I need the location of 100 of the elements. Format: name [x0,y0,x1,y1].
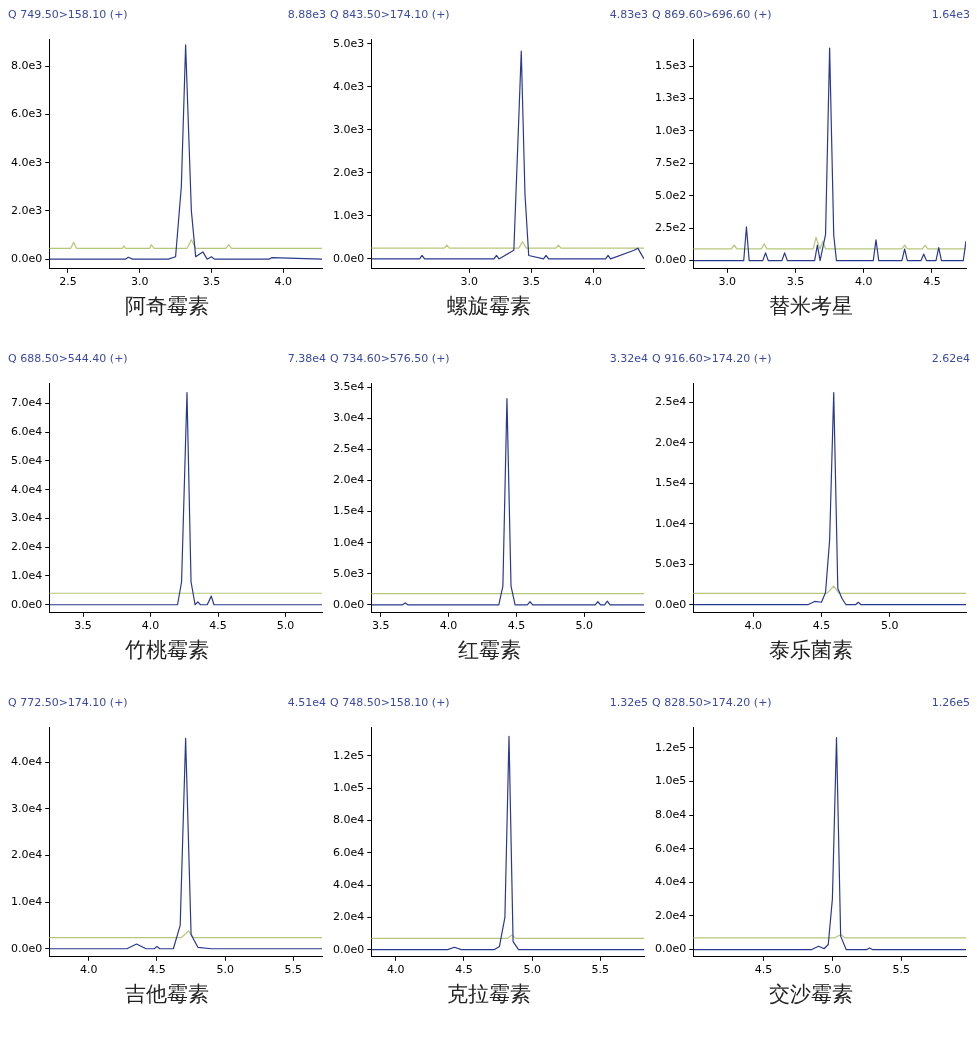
x-tick-label: 4.5 [209,619,227,633]
y-tick-label: 4.0e4 [10,754,43,768]
y-tick-label: 8.0e4 [332,813,365,827]
x-tick-label: 4.0 [854,275,873,289]
x-tick-label: 5.0 [575,619,594,633]
y-tick-label: 1.2e5 [332,748,365,762]
y-tick-label: 1.5e4 [654,476,687,490]
y-tick-label: 1.0e5 [332,780,365,794]
y-tick-label: 2.0e4 [332,473,365,487]
y-tick-label: 6.0e4 [332,845,365,859]
y-tick-label: 2.5e4 [654,395,687,409]
y-tick-label: 2.0e4 [654,908,687,922]
y-tick-label: 8.0e3 [10,59,43,72]
y-tick-label: 1.0e5 [654,774,687,788]
y-tick-label: 0.0e0 [654,253,687,267]
chart-title: Q 916.60>174.20 (+) [652,352,772,367]
y-tick-label: 7.5e2 [654,156,687,170]
x-axis-title: 交沙霉素 [768,981,854,1008]
x-axis-title: 螺旋霉素 [446,293,532,320]
x-tick-label: 3.0 [130,275,149,289]
y-tick-label: 1.5e4 [332,504,365,518]
y-tick-label: 0.0e0 [654,942,687,956]
y-tick-label: 3.0e3 [332,122,365,136]
x-tick-label: 4.0 [439,619,458,633]
chart-title: Q 843.50>174.10 (+) [330,8,450,23]
x-axis-title: 竹桃霉素 [124,637,210,664]
y-tick-label: 5.0e2 [654,188,687,202]
y-tick-label: 2.0e3 [10,203,43,217]
y-tick-label: 2.0e4 [10,848,43,862]
x-tick-label: 3.5 [372,619,390,633]
x-tick-label: 3.5 [202,275,221,289]
x-tick-label: 4.0 [387,963,405,977]
y-tick-label: 0.0e0 [332,597,365,611]
y-tick-label: 0.0e0 [654,597,687,611]
y-tick-label: 1.0e4 [332,535,365,549]
y-tick-label: 4.0e3 [10,155,43,169]
y-tick-label: 0.0e0 [10,252,43,266]
text: 2.62e4 [931,352,970,365]
x-tick-label: 4.0 [80,963,98,977]
text: 8.88e3 [287,8,326,21]
y-tick-label: 4.0e4 [10,482,43,496]
x-tick-label: 4.0 [584,275,602,289]
text: 1.64e3 [931,8,970,21]
y-tick-label: 1.0e4 [10,894,43,908]
y-tick-label: 1.0e4 [10,568,43,582]
y-tick-label: 0.0e0 [332,251,365,265]
chart-title: Q 749.50>158.10 (+) [8,8,128,23]
x-tick-label: 2.5 [59,275,77,289]
chart-title: Q 828.50>174.20 (+) [652,696,772,711]
y-tick-label: 2.0e3 [332,165,365,179]
y-tick-label: 3.5e4 [332,380,365,394]
text: 4.51e4 [287,696,326,709]
y-tick-label: 7.0e4 [10,396,43,410]
x-tick-label: 5.5 [284,963,303,977]
x-tick-label: 3.0 [460,275,478,289]
x-axis-title: 泰乐菌素 [768,637,854,664]
y-tick-label: 1.0e3 [332,208,365,222]
text: 1.26e5 [931,696,970,709]
y-tick-label: 1.0e4 [654,516,687,530]
x-tick-label: 4.5 [923,275,941,289]
chart-title: Q 748.50>158.10 (+) [330,696,450,711]
y-tick-label: 6.0e4 [10,425,43,439]
y-tick-label: 3.0e4 [332,411,365,425]
chart-title: Q 869.60>696.60 (+) [652,8,772,23]
x-axis-title: 红霉素 [456,637,522,664]
x-tick-label: 3.5 [786,275,805,289]
text: 1.32e5 [609,696,648,709]
x-axis-title: 阿奇霉素 [124,293,210,320]
y-tick-label: 6.0e4 [654,841,687,855]
x-tick-label: 3.0 [718,275,737,289]
x-tick-label: 5.0 [880,619,899,633]
text: 7.38e4 [287,352,326,365]
x-tick-label: 3.5 [522,275,540,289]
x-tick-label: 4.5 [455,963,473,977]
y-tick-label: 3.0e4 [10,511,43,525]
y-tick-label: 1.3e3 [654,91,687,105]
y-tick-label: 5.0e3 [654,557,687,571]
y-tick-label: 1.2e5 [654,740,687,754]
y-tick-label: 2.0e4 [332,910,365,924]
y-tick-label: 8.0e4 [654,807,687,821]
y-tick-label: 0.0e0 [10,597,43,611]
y-tick-label: 0.0e0 [332,942,365,956]
y-tick-label: 1.5e3 [654,59,687,73]
x-tick-label: 4.5 [812,619,831,633]
y-tick-label: 1.0e3 [654,123,687,137]
x-tick-label: 3.5 [74,619,92,633]
x-tick-label: 4.5 [148,963,166,977]
x-tick-label: 4.0 [141,619,160,633]
x-tick-label: 5.0 [216,963,234,977]
y-tick-label: 2.0e4 [10,540,43,554]
x-tick-label: 5.0 [823,963,842,977]
y-tick-label: 2.5e4 [332,442,365,456]
x-tick-label: 5.5 [892,963,911,977]
y-tick-label: 2.0e4 [654,435,687,449]
y-tick-label: 6.0e3 [10,107,43,121]
y-tick-label: 3.0e4 [10,801,43,815]
x-tick-label: 5.5 [591,963,610,977]
y-tick-label: 4.0e4 [332,877,365,891]
x-axis-title: 替米考星 [768,293,854,320]
y-tick-label: 0.0e0 [10,941,43,955]
